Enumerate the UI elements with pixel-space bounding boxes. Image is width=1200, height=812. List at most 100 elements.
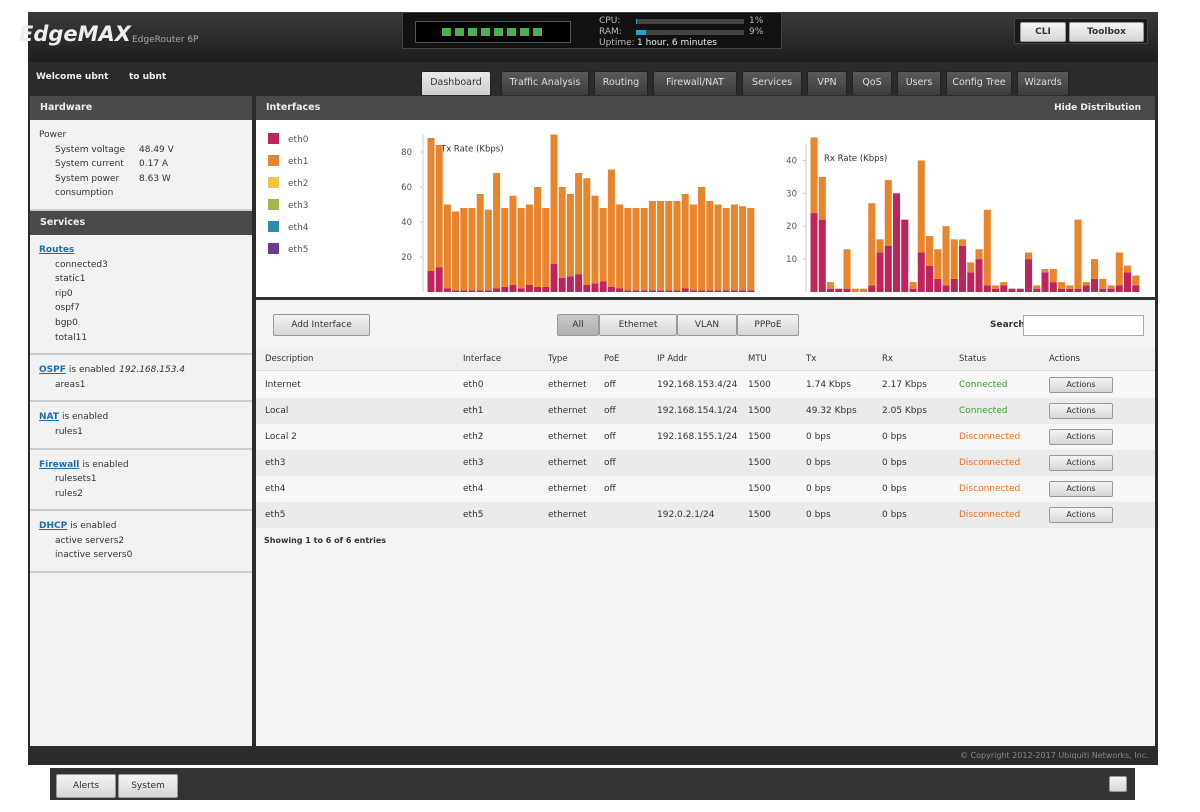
sidebar: Hardware Power System voltage 48.49 V Syste… [30,96,252,746]
actions-button[interactable]: Actions [1049,455,1113,471]
ram-value: 9% [749,27,764,37]
table-cell: ethernet [548,406,587,416]
column-header[interactable]: Rx [882,354,893,364]
section-heading: OSPF is enabled 192.168.153.4 [39,363,252,378]
section-link[interactable]: DHCP [39,521,68,532]
filter-button[interactable]: PPPoE [737,314,799,336]
status-panel: CPU: RAM: Uptime: 1% 9% 1 hour, 6 minute… [402,12,782,49]
service-row: areas 1 [39,378,252,393]
system-button[interactable]: System [118,774,178,798]
service-label: rules [55,488,78,499]
service-label: areas [55,379,80,390]
nav-tab[interactable]: Traffic Analysis [501,71,589,95]
column-header[interactable]: IP Addr [657,354,688,364]
table-cell: eth4 [463,484,484,494]
copyright: © Copyright 2012-2017 Ubiquiti Networks,… [960,751,1149,760]
cpu-track [636,19,744,24]
service-section: Firewall is enabled rulesets 1 rules 2 [30,450,252,512]
actions-button[interactable]: Actions [1049,403,1113,419]
interfaces-header[interactable]: Interfaces [256,96,1155,120]
power-section: Power System voltage 48.49 V System current… [30,120,252,211]
nav-tab[interactable]: Config Tree [946,71,1012,95]
table-cell: off [604,432,616,442]
section-link[interactable]: OSPF [39,365,66,376]
section-heading: Firewall is enabled [39,458,252,473]
column-header[interactable]: Type [548,354,568,364]
service-value: 2 [77,488,83,499]
nav-tab[interactable]: Firewall/NAT [653,71,737,95]
search-label: Search [990,320,1025,330]
service-label: static [55,274,80,285]
filter-group: All Ethernet VLAN PPPoE [557,314,802,336]
section-link[interactable]: NAT [39,412,59,423]
nav-tab[interactable]: Dashboard [421,71,491,95]
section-link[interactable]: Firewall [39,459,80,470]
column-header[interactable]: Status [959,354,987,364]
column-header[interactable]: Interface [463,354,502,364]
table-cell: 1.74 Kbps [806,380,851,390]
service-row: active servers 2 [39,534,252,549]
table-cell: 0 bps [806,458,831,468]
table-cell: Internet [265,380,301,390]
actions-button[interactable]: Actions [1049,429,1113,445]
table-cell: 0 bps [882,458,907,468]
actions-button[interactable]: Actions [1049,481,1113,497]
section-extra: 192.168.153.4 [119,365,186,376]
nav-tab[interactable]: VPN [807,71,847,95]
table-cell: 0 bps [806,484,831,494]
filter-button[interactable]: Ethernet [599,314,677,336]
table-cell: 1500 [748,432,771,442]
section-link[interactable]: Routes [39,244,75,255]
table-cell: 2.17 Kbps [882,380,927,390]
usage-bar [636,19,638,24]
service-value: 11 [75,332,88,343]
power-value: 48.49 V [139,144,174,155]
service-value: 1 [90,474,97,485]
table-row [256,502,1155,528]
table-cell: Disconnected [959,432,1021,442]
service-value: 0 [66,288,73,299]
alerts-button[interactable]: Alerts [56,774,116,798]
actions-button[interactable]: Actions [1049,377,1113,393]
cli-button[interactable]: CLI [1020,22,1066,42]
search-input[interactable] [1023,315,1144,336]
column-header[interactable]: Tx [806,354,817,364]
service-row: ospf 7 [39,301,252,316]
interface-table: Description Interface Type PoE IP Addr MTU Tx R… [256,347,1155,547]
nav-tab[interactable]: Routing [594,71,648,95]
service-label: rip [55,288,67,299]
column-header[interactable]: PoE [604,354,620,364]
table-row [256,372,1155,398]
expand-button[interactable] [1109,776,1127,792]
nav-tab[interactable]: Wizards [1017,71,1069,95]
table-cell: 192.168.154.1/24 [657,406,738,416]
column-header[interactable]: Actions [1049,354,1081,364]
nav-tab[interactable]: Users [897,71,941,95]
column-header[interactable]: Description [265,354,314,364]
service-label: bgp [55,317,73,328]
service-section: Routes connected 3 static 1 rip 0 ospf 7 bgp 0 tota… [30,235,252,356]
filter-button[interactable]: VLAN [677,314,737,336]
service-label: ospf [55,303,75,314]
table-cell: eth4 [265,484,286,494]
port-panel [415,21,571,43]
table-cell: off [604,484,616,494]
nav-tab[interactable]: Services [742,71,802,95]
table-cell: Connected [959,380,1008,390]
service-value: 3 [102,259,108,270]
table-cell: 1500 [748,406,771,416]
actions-button[interactable]: Actions [1049,507,1113,523]
service-value: 0 [126,550,133,561]
welcome[interactable]: Welcome ubnt [36,72,109,82]
filter-button[interactable]: All [557,314,599,336]
section-status: is enabled [68,365,116,376]
cpu-value: 1% [749,16,764,26]
welcome-to: to ubnt [129,72,167,82]
toolbox-button[interactable]: Toolbox [1069,22,1144,42]
column-header[interactable]: MTU [748,354,767,364]
table-cell: ethernet [548,458,587,468]
add-interface[interactable]: Add Interface [273,314,370,336]
table-cell: off [604,406,616,416]
nav-tab[interactable]: QoS [852,71,892,95]
hide-distribution[interactable]: Hide Distribution [1054,103,1141,113]
